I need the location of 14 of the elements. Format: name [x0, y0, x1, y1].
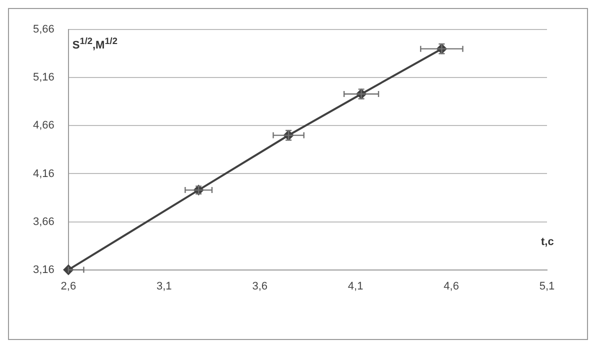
x-tick-label: 2,6: [60, 280, 76, 292]
y-tick-label: 3,16: [32, 264, 54, 276]
x-tick-label: 5,1: [539, 280, 555, 292]
y-axis-title: S$^{1/2}$,M$^{1/2}$: [72, 36, 118, 52]
x-tick-label: 3,6: [252, 280, 268, 292]
x-tick-label: 3,1: [156, 280, 172, 292]
y-tick-label: 5,66: [32, 24, 54, 36]
x-tick-label: 4,1: [348, 280, 364, 292]
y-tick-label: 3,66: [32, 216, 54, 228]
y-tick-label: 4,16: [32, 168, 54, 180]
x-axis-title: t,c: [541, 236, 554, 248]
x-tick-label: 4,6: [444, 280, 459, 292]
y-tick-label: 4,66: [32, 120, 54, 132]
y-tick-label: 5,16: [32, 72, 54, 84]
